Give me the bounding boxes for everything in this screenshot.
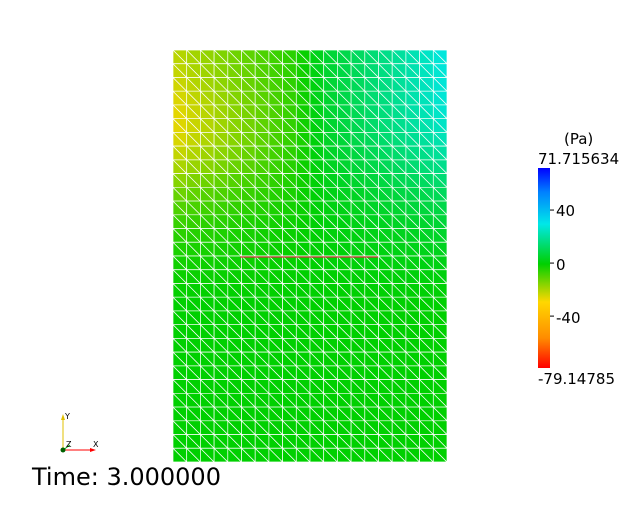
- time-label: Time: 3.000000: [32, 463, 221, 491]
- mesh-cell: [432, 173, 448, 189]
- mesh-cell: [432, 186, 448, 202]
- mesh-cell: [432, 338, 448, 353]
- mesh-cell: [432, 420, 448, 436]
- scalar-bar-tick-label-40: 40: [556, 202, 576, 220]
- mesh-cell: [432, 447, 448, 463]
- mesh-cell: [432, 255, 448, 271]
- orientation-axes: Y Z X: [60, 412, 99, 453]
- mesh-cell: [432, 132, 448, 147]
- scalar-bar-min-label: -79.14785: [538, 370, 615, 388]
- mesh-cell: [432, 77, 448, 93]
- scalar-bar: [538, 168, 550, 368]
- mesh-cell: [432, 351, 448, 367]
- mesh-cell: [432, 365, 448, 381]
- mesh-cell: [432, 228, 448, 244]
- mesh-cell: [432, 310, 448, 326]
- axis-z-label: Z: [66, 440, 72, 449]
- scalar-bar-unit: (Pa): [564, 130, 594, 148]
- mesh-cell: [432, 406, 448, 422]
- mesh-surface: [172, 49, 448, 463]
- mesh-cell: [432, 241, 448, 257]
- mesh-cell: [432, 434, 448, 450]
- scalar-bar-tick-label-0: 0: [556, 256, 566, 274]
- mesh-cell: [432, 145, 448, 161]
- mesh-cell: [432, 159, 448, 175]
- mesh-cell: [432, 104, 448, 120]
- mesh-cell: [432, 283, 448, 299]
- scalar-bar-ticks: [550, 209, 554, 317]
- mesh-cell: [432, 392, 448, 408]
- axis-x-label: X: [93, 440, 99, 449]
- axis-y-label: Y: [64, 412, 70, 421]
- scalar-bar-max-label: 71.715634: [538, 150, 620, 168]
- mesh-cell: [432, 90, 448, 106]
- mesh-cell: [432, 214, 448, 230]
- mesh-cell: [432, 269, 448, 285]
- mesh-cell: [432, 296, 448, 312]
- mesh-cell: [432, 63, 448, 79]
- mesh-cell: [432, 324, 448, 340]
- mesh-cell: [432, 379, 448, 395]
- mesh-cell: [432, 200, 448, 216]
- mesh-cell: [432, 49, 448, 65]
- scalar-bar-tick-label-neg40: -40: [556, 309, 581, 327]
- mesh-cell: [432, 118, 448, 134]
